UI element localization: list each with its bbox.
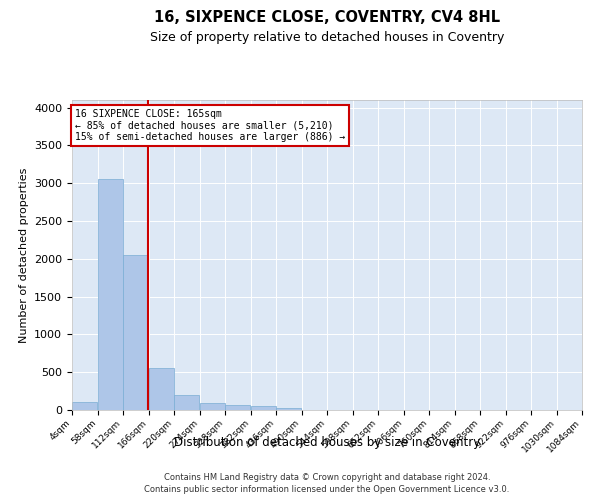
Bar xyxy=(225,405,250,410)
Bar xyxy=(97,180,122,410)
Text: 16 SIXPENCE CLOSE: 165sqm
← 85% of detached houses are smaller (5,210)
15% of se: 16 SIXPENCE CLOSE: 165sqm ← 85% of detac… xyxy=(75,109,345,142)
Y-axis label: Number of detached properties: Number of detached properties xyxy=(19,168,29,342)
Text: Contains HM Land Registry data © Crown copyright and database right 2024.: Contains HM Land Registry data © Crown c… xyxy=(164,473,490,482)
Bar xyxy=(174,395,199,410)
Bar xyxy=(72,402,97,410)
Bar xyxy=(123,255,148,410)
Bar xyxy=(200,403,224,410)
Text: Distribution of detached houses by size in Coventry: Distribution of detached houses by size … xyxy=(174,436,480,449)
Text: 16, SIXPENCE CLOSE, COVENTRY, CV4 8HL: 16, SIXPENCE CLOSE, COVENTRY, CV4 8HL xyxy=(154,10,500,25)
Bar xyxy=(276,408,301,410)
Text: Contains public sector information licensed under the Open Government Licence v3: Contains public sector information licen… xyxy=(145,484,509,494)
Bar xyxy=(149,368,173,410)
Text: Size of property relative to detached houses in Coventry: Size of property relative to detached ho… xyxy=(150,31,504,44)
Bar xyxy=(251,406,275,410)
